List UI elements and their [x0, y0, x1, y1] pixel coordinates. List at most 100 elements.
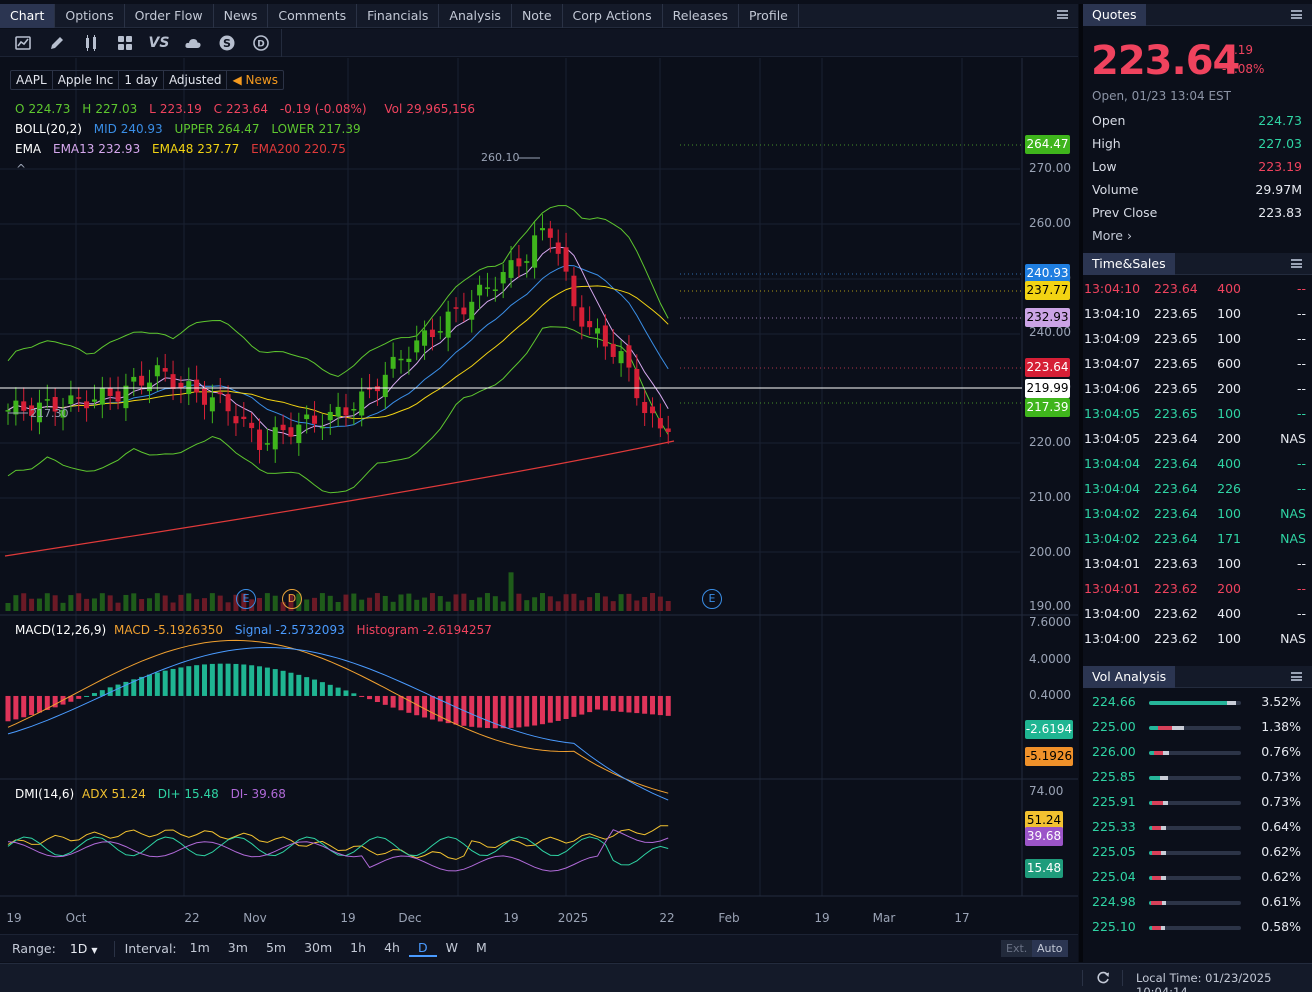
draw-pencil-icon[interactable]: [48, 34, 66, 52]
volume-bar: [359, 599, 365, 611]
trade-exchange: NAS: [1280, 531, 1306, 546]
interval-1h[interactable]: 1h: [350, 940, 367, 955]
compare-vs-icon[interactable]: VS: [148, 35, 170, 51]
price-chart[interactable]: [0, 58, 1078, 934]
cloud-icon[interactable]: [184, 34, 202, 52]
volume-bar: [642, 597, 648, 611]
candle-type-icon[interactable]: [82, 34, 100, 52]
time-sales-menu-icon[interactable]: [1291, 259, 1302, 268]
time-axis-label: 19: [340, 911, 356, 925]
trade-exchange: NAS: [1280, 506, 1306, 521]
interval-w[interactable]: W: [445, 940, 458, 955]
ema-legend[interactable]: EMA EMA13 232.93 EMA48 237.77 EMA200 220…: [15, 142, 354, 156]
open-label: O: [15, 102, 25, 116]
interval-30m[interactable]: 30m: [304, 940, 333, 955]
menu-icon[interactable]: [1057, 10, 1068, 19]
quote-row: Low 223.19: [1092, 159, 1302, 179]
tab-corp-actions[interactable]: Corp Actions: [563, 3, 663, 28]
vol-analysis-tab[interactable]: Vol Analysis: [1083, 666, 1176, 688]
tab-releases[interactable]: Releases: [663, 3, 739, 28]
macd-legend[interactable]: MACD(12,26,9) MACD -5.1926350 Signal -2.…: [15, 623, 500, 637]
macd-histogram-bar: [555, 695, 561, 721]
volume-bar: [579, 600, 585, 611]
tab-financials[interactable]: Financials: [357, 3, 440, 28]
volume-bar: [477, 597, 483, 611]
signal-line: [7, 646, 669, 801]
time-axis-label: 19: [6, 911, 22, 925]
range-selector[interactable]: 1D ▼: [70, 941, 98, 956]
candle-body: [107, 387, 113, 396]
volume-bar: [186, 593, 192, 611]
trade-row: 13:04:00 223.62 400 --: [1083, 602, 1312, 627]
dividend-icon[interactable]: D: [252, 34, 270, 52]
tab-comments[interactable]: Comments: [268, 3, 358, 28]
vol-analysis-menu-icon[interactable]: [1291, 672, 1302, 681]
tab-options[interactable]: Options: [55, 3, 125, 28]
chart-pane[interactable]: AAPL Apple Inc 1 day Adjusted ◀ News O 22…: [0, 58, 1078, 934]
tab-order-flow[interactable]: Order Flow: [125, 3, 214, 28]
interval-3m[interactable]: 3m: [227, 940, 248, 955]
tab-analysis[interactable]: Analysis: [439, 3, 512, 28]
interval-1m[interactable]: 1m: [189, 940, 210, 955]
boll-legend[interactable]: BOLL(20,2) MID 240.93 UPPER 264.47 LOWER…: [15, 122, 369, 136]
news-toggle[interactable]: ◀ News: [227, 71, 283, 89]
dollar-icon[interactable]: S: [218, 34, 236, 52]
dividend-marker[interactable]: D: [282, 589, 302, 609]
interval-5m[interactable]: 5m: [265, 940, 287, 955]
candle-body: [264, 443, 270, 445]
vol-percent: 0.64%: [1261, 819, 1301, 834]
quote-row: Volume 29.97M: [1092, 182, 1302, 202]
collapse-chevron-icon[interactable]: ^: [16, 162, 27, 176]
extended-hours-toggle[interactable]: Ext.: [1001, 940, 1033, 957]
time-axis-label: 19: [503, 911, 519, 925]
trade-price: 223.64: [1154, 506, 1198, 521]
volume-bar: [626, 593, 632, 611]
volume-bar: [469, 599, 475, 611]
macd-histogram-bar: [186, 666, 192, 696]
macd-histogram-bar: [209, 663, 215, 696]
macd-histogram-bar: [327, 684, 333, 696]
vol-percent: 0.73%: [1261, 794, 1301, 809]
candle-body: [217, 392, 223, 395]
panel-splitter[interactable]: [1079, 4, 1083, 962]
dmi-legend[interactable]: DMI(14,6) ADX 51.24 DI+ 15.48 DI- 39.68: [15, 787, 294, 801]
quotes-menu-icon[interactable]: [1291, 10, 1302, 19]
interval-m[interactable]: M: [475, 940, 487, 955]
time-sales-tab[interactable]: Time&Sales: [1083, 253, 1175, 275]
candle-body: [139, 375, 145, 386]
toolbar-divider: [281, 29, 282, 57]
volume-bar: [484, 593, 490, 611]
candle-body: [170, 374, 176, 389]
earnings-marker[interactable]: E: [236, 589, 256, 609]
auto-scale-toggle[interactable]: Auto: [1032, 940, 1068, 957]
earnings-marker-upcoming[interactable]: E: [702, 589, 722, 609]
symbol-ticker[interactable]: AAPL: [11, 71, 53, 89]
ema200-line: [4, 440, 675, 557]
line-chart-icon[interactable]: [14, 34, 32, 52]
adjust-selector[interactable]: Adjusted: [164, 71, 228, 89]
price-axis-label: 260.00: [1029, 215, 1071, 230]
di-plus-value: DI+ 15.48: [157, 787, 219, 801]
interval-d[interactable]: D: [408, 940, 437, 957]
tab-chart[interactable]: Chart: [0, 3, 56, 28]
volume-bar: [374, 593, 380, 611]
trade-time: 13:04:00: [1084, 631, 1141, 646]
tab-note[interactable]: Note: [512, 3, 563, 28]
tab-news[interactable]: News: [214, 3, 269, 28]
di-plus-tag: 15.48: [1025, 859, 1063, 878]
period-selector[interactable]: 1 day: [119, 71, 164, 89]
candle-body: [304, 414, 310, 420]
tab-profile[interactable]: Profile: [739, 3, 799, 28]
volume-bar: [453, 594, 459, 611]
trade-time: 13:04:04: [1084, 456, 1141, 471]
more-link[interactable]: More ›: [1092, 228, 1132, 243]
layout-grid-icon[interactable]: [116, 34, 134, 52]
volume-bar: [335, 601, 341, 611]
refresh-icon[interactable]: [1096, 971, 1110, 985]
quotes-tab[interactable]: Quotes: [1083, 4, 1146, 26]
candle-body: [618, 351, 624, 364]
trade-exchange: NAS: [1280, 431, 1306, 446]
local-time: Local Time: 01/23/2025 10:04:14: [1136, 971, 1272, 992]
interval-4h[interactable]: 4h: [384, 940, 400, 955]
candle-body: [516, 258, 522, 267]
